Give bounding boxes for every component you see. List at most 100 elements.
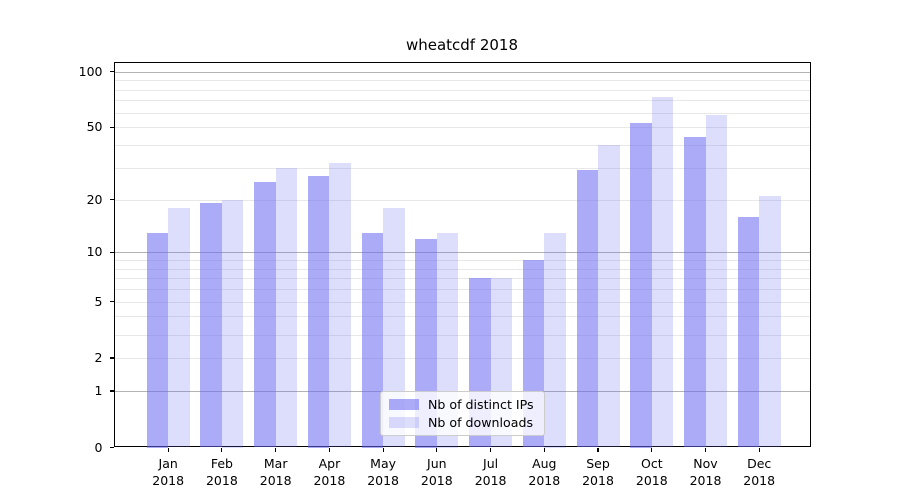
gridline-minor — [114, 358, 810, 359]
x-tick-label: Jun 2018 — [405, 455, 469, 490]
gridline-minor — [114, 334, 810, 336]
y-tick-mark — [109, 300, 114, 303]
x-tick-month: Jan — [158, 455, 178, 471]
x-tick-mark — [275, 447, 277, 452]
x-tick-label: Sep 2018 — [566, 455, 630, 490]
gridline-minor — [114, 259, 810, 261]
x-tick-month: Nov — [693, 455, 718, 471]
y-tick-label: 100 — [78, 63, 103, 79]
bar-downloads — [651, 96, 674, 448]
x-tick-label: Nov 2018 — [674, 455, 738, 490]
gridline-major — [114, 252, 810, 254]
bar-downloads — [275, 167, 298, 448]
bar-distinct-ips — [361, 232, 384, 448]
chart-title: wheatcdf 2018 — [405, 36, 519, 54]
x-tick-mark — [704, 447, 707, 452]
x-tick-month: Sep — [586, 455, 610, 471]
bar-distinct-ips — [200, 203, 222, 448]
gridline-minor — [114, 89, 810, 91]
x-tick-month: Jun — [427, 455, 447, 471]
gridline-minor — [114, 80, 810, 81]
legend: Nb of distinct IPs Nb of downloads — [380, 391, 545, 436]
bar-downloads — [759, 195, 781, 448]
x-tick-month: Mar — [263, 455, 288, 471]
y-tick-mark — [109, 70, 114, 73]
x-tick-label: Aug 2018 — [512, 455, 576, 490]
bar-distinct-ips — [254, 182, 276, 448]
bar-downloads — [598, 144, 620, 448]
y-tick-label: 5 — [94, 293, 103, 309]
x-tick-year: 2018 — [474, 473, 507, 488]
x-tick-label: Feb 2018 — [190, 455, 254, 490]
x-tick-year: 2018 — [743, 473, 776, 488]
bar-distinct-ips — [307, 176, 330, 448]
x-tick-month: Dec — [747, 455, 772, 471]
legend-label-downloads: Nb of downloads — [428, 415, 534, 430]
gridline-minor — [114, 167, 810, 169]
x-tick-month: May — [370, 455, 397, 471]
x-tick-mark — [597, 447, 599, 452]
gridline-minor — [114, 199, 810, 201]
x-tick-month: Aug — [532, 455, 557, 471]
bar-downloads — [544, 232, 566, 448]
bar-downloads — [329, 162, 351, 448]
gridline-minor — [114, 127, 810, 129]
x-tick-year: 2018 — [313, 473, 346, 488]
y-tick-label: 0 — [94, 439, 103, 455]
x-tick-mark — [382, 447, 384, 452]
x-tick-mark — [436, 447, 438, 452]
legend-label-distinct-ips: Nb of distinct IPs — [428, 397, 534, 412]
bar-downloads — [168, 207, 190, 448]
x-tick-mark — [543, 447, 545, 452]
x-tick-label: Oct 2018 — [620, 455, 684, 490]
x-tick-label: Dec 2018 — [727, 455, 791, 490]
bar-distinct-ips — [737, 216, 760, 448]
bar-distinct-ips — [684, 137, 706, 448]
x-tick-mark — [758, 447, 760, 452]
y-tick-label: 2 — [94, 350, 103, 365]
bar-distinct-ips — [630, 122, 652, 448]
legend-swatch-downloads — [389, 417, 419, 428]
x-tick-year: 2018 — [635, 473, 668, 488]
gridline-minor — [114, 278, 810, 280]
x-tick-month: Jul — [483, 455, 499, 471]
x-tick-label: Apr 2018 — [297, 455, 361, 490]
x-tick-month: Apr — [318, 455, 341, 471]
gridline-minor — [114, 100, 810, 102]
plot-area: 100 50 20 10 5 2 1 0 Jan 2018 Feb 2018 Mar 2018 Apr 201… — [79, 61, 811, 488]
bar-downloads — [705, 115, 727, 448]
gridline-major — [114, 71, 810, 73]
y-tick-mark — [109, 390, 114, 392]
x-tick-mark — [221, 447, 223, 452]
bar-distinct-ips — [576, 170, 598, 448]
y-tick-label: 50 — [86, 119, 103, 135]
y-tick-mark — [109, 357, 114, 359]
y-tick-mark — [109, 446, 114, 449]
x-tick-label: Mar 2018 — [244, 455, 308, 490]
gridline-minor — [114, 268, 810, 270]
x-tick-year: 2018 — [152, 473, 185, 488]
gridline-minor — [114, 144, 810, 146]
y-tick-label: 1 — [94, 383, 103, 398]
bar-downloads — [383, 207, 405, 448]
legend-item-downloads: Nb of downloads — [389, 415, 536, 430]
x-tick-month: Oct — [640, 455, 663, 471]
x-tick-mark — [651, 447, 653, 452]
gridline-minor — [114, 316, 810, 318]
x-tick-label: May 2018 — [351, 455, 415, 490]
x-tick-label: Jan 2018 — [136, 455, 200, 490]
x-tick-year: 2018 — [582, 473, 614, 488]
x-tick-year: 2018 — [528, 473, 561, 488]
y-tick-label: 20 — [86, 191, 103, 207]
y-tick-mark — [109, 251, 114, 253]
x-tick-year: 2018 — [420, 473, 453, 488]
y-tick-mark — [109, 198, 114, 201]
x-tick-year: 2018 — [367, 473, 399, 488]
x-tick-mark — [167, 447, 169, 452]
x-tick-year: 2018 — [259, 473, 292, 488]
x-tick-month: Feb — [210, 455, 233, 471]
legend-swatch-distinct-ips — [389, 399, 419, 410]
bar-downloads — [221, 199, 244, 448]
x-tick-mark — [328, 447, 330, 452]
